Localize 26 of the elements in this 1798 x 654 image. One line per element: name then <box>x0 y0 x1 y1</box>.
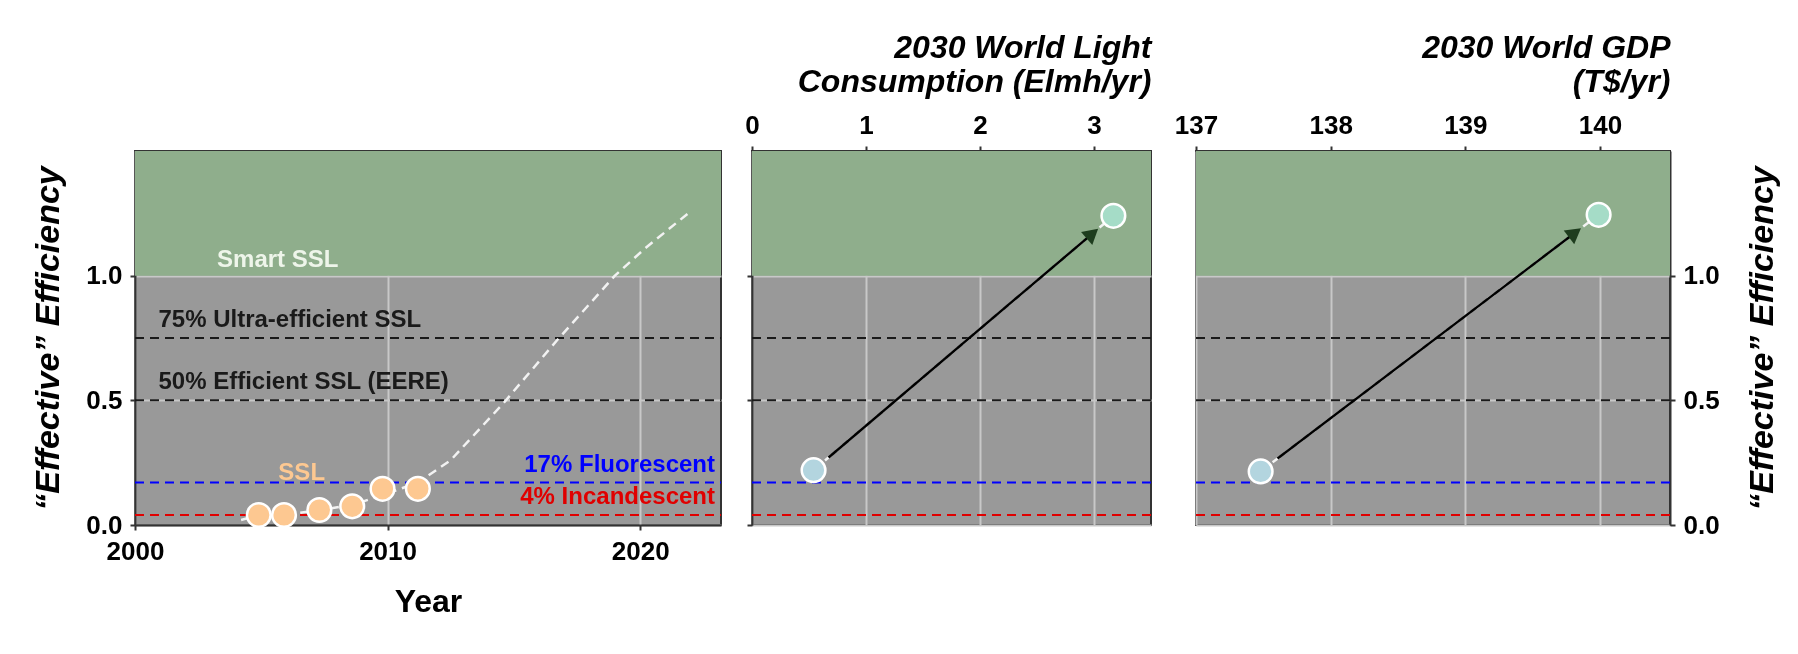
x-axis-title: 2030 World Light Consumption (Elmh/yr) <box>797 28 1153 99</box>
y-tick-label: 1.0 <box>86 260 123 291</box>
y-tick-label: 0.5 <box>1683 384 1720 415</box>
x-axis-title: 2030 World GDP (T$/yr) <box>1421 28 1672 99</box>
y-axis-title: “Effective” Efficiency <box>1741 164 1780 511</box>
x-tick-label: 1 <box>859 109 874 140</box>
y-tick-label: 0.0 <box>1683 509 1720 540</box>
y-axis-title: “Effective” Efficiency <box>28 164 67 511</box>
x-tick-label: 2010 <box>359 535 418 566</box>
band-label: Smart SSL <box>217 244 339 272</box>
ref-line-label: 4% Incandescent <box>520 482 715 510</box>
y-tick-label: 0.5 <box>86 384 123 415</box>
x-tick-label: 139 <box>1444 109 1488 140</box>
x-tick-label: 3 <box>1087 109 1102 140</box>
series-label: SSL <box>278 457 326 485</box>
x-tick-label: 138 <box>1309 109 1353 140</box>
x-tick-label: 2 <box>973 109 988 140</box>
x-axis-title: Year <box>394 582 463 619</box>
x-tick-label: 0 <box>745 109 760 140</box>
x-tick-label: 2020 <box>611 535 670 566</box>
y-tick-label: 1.0 <box>1683 260 1720 291</box>
x-tick-label: 137 <box>1174 109 1219 140</box>
ref-line-label: 17% Fluorescent <box>524 449 716 477</box>
ref-line-label: 75% Ultra-efficient SSL <box>158 305 422 332</box>
ref-line-label: 50% Efficient SSL (EERE) <box>158 367 449 395</box>
x-tick-label: 140 <box>1578 109 1623 140</box>
